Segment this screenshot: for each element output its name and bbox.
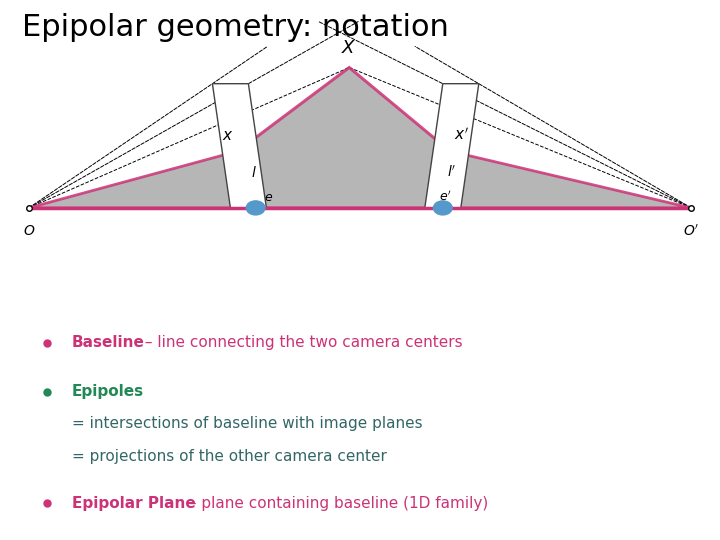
Polygon shape xyxy=(425,84,479,208)
Polygon shape xyxy=(238,68,450,208)
Text: Epipoles: Epipoles xyxy=(72,384,144,399)
Text: Baseline: Baseline xyxy=(72,335,145,350)
Text: $X$: $X$ xyxy=(341,39,357,57)
Circle shape xyxy=(246,201,265,215)
Polygon shape xyxy=(29,151,256,208)
Text: Epipolar geometry: notation: Epipolar geometry: notation xyxy=(22,14,449,43)
Text: $x'$: $x'$ xyxy=(454,126,469,143)
Text: $e'$: $e'$ xyxy=(439,189,451,204)
Text: $x$: $x$ xyxy=(222,128,234,143)
Polygon shape xyxy=(443,151,691,208)
Text: Epipolar Plane: Epipolar Plane xyxy=(72,496,196,511)
Text: $O'$: $O'$ xyxy=(683,224,699,239)
Text: $e$: $e$ xyxy=(264,191,274,204)
Text: = projections of the other camera center: = projections of the other camera center xyxy=(72,449,387,464)
Text: – plane containing baseline (1D family): – plane containing baseline (1D family) xyxy=(184,496,488,511)
Circle shape xyxy=(433,201,452,215)
Text: – line connecting the two camera centers: – line connecting the two camera centers xyxy=(140,335,463,350)
Text: $l'$: $l'$ xyxy=(447,165,457,180)
Text: $O$: $O$ xyxy=(22,224,35,238)
Text: $l$: $l$ xyxy=(251,165,256,180)
Text: = intersections of baseline with image planes: = intersections of baseline with image p… xyxy=(72,416,423,431)
Polygon shape xyxy=(212,84,266,208)
